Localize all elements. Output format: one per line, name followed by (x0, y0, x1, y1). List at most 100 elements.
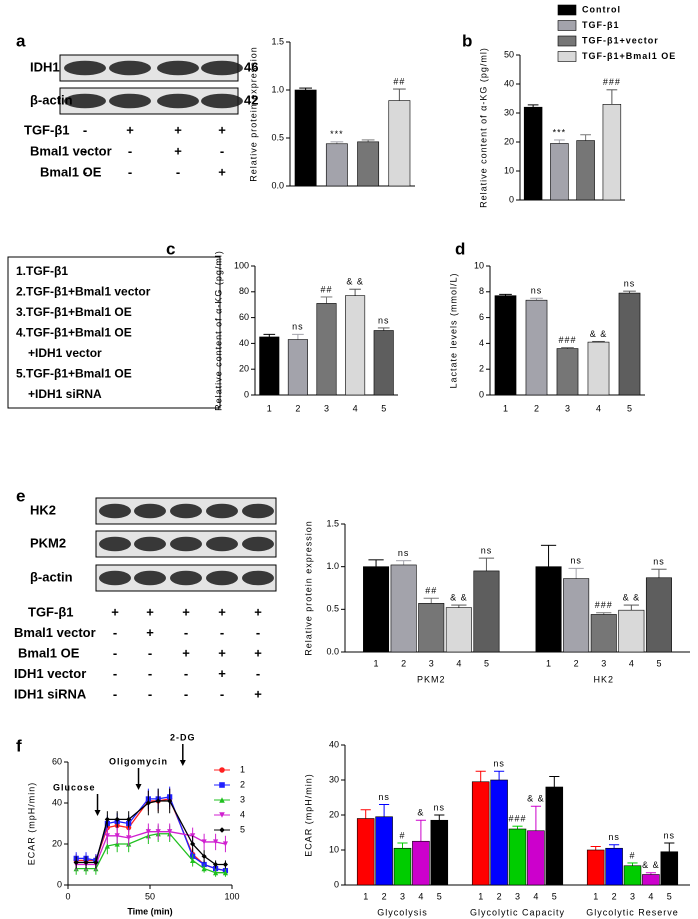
bar (287, 339, 308, 396)
treatment-sign: - (83, 122, 87, 137)
blot-row-label: β-actin (30, 92, 73, 107)
significance: # (629, 850, 635, 860)
legend-label: 4 (240, 809, 245, 819)
marker (73, 859, 79, 866)
panel-label: a (16, 31, 26, 50)
y-tick-label: 0.0 (326, 646, 339, 656)
bar (294, 89, 317, 187)
x-tick-label: 5 (627, 403, 632, 413)
treatment-sign: + (218, 666, 226, 681)
y-tick-label: 10 (474, 260, 484, 270)
annotation-arrowhead (135, 784, 142, 790)
treatment-sign: + (126, 122, 134, 137)
legend-label: 1 (240, 764, 245, 774)
x-tick-label: 5 (552, 891, 557, 901)
group-label: Glycolytic Reserve (586, 907, 679, 917)
blot-band (206, 536, 238, 552)
x-tick-label: 100 (224, 891, 239, 901)
significance: ## (320, 284, 332, 294)
blot-band (109, 60, 151, 76)
treatment-sign: + (254, 686, 262, 701)
marker (145, 829, 151, 835)
marker (126, 816, 132, 822)
significance: *** (330, 129, 344, 139)
significance: ns (493, 759, 505, 769)
panel-label: b (462, 31, 472, 50)
x-tick-label: 3 (630, 891, 635, 901)
blot-band (242, 536, 274, 552)
significance: ns (653, 557, 665, 567)
significance: ns (664, 830, 676, 840)
treatment-sign: - (220, 686, 224, 701)
x-tick-label: 1 (267, 403, 272, 413)
x-tick-label: 2 (497, 891, 502, 901)
bar (602, 104, 622, 201)
treatment-sign: - (176, 164, 180, 179)
legend-marker (219, 812, 225, 818)
blot-band (157, 93, 199, 109)
x-tick-label: 1 (478, 891, 483, 901)
panel-label: f (16, 736, 22, 755)
legend-text: 1.TGF-β1 (16, 264, 68, 278)
marker (222, 861, 229, 868)
x-tick-label: 4 (456, 658, 461, 668)
treatment-sign: - (148, 666, 152, 681)
x-tick-label: 1 (374, 658, 379, 668)
bar (618, 609, 645, 653)
marker (201, 839, 207, 845)
y-tick-label: 10 (504, 165, 514, 175)
blot-band (201, 60, 243, 76)
treatment-sign: + (111, 604, 119, 619)
legend-swatch (557, 4, 577, 16)
legend-text: +IDH1 siRNA (28, 387, 102, 401)
marker (213, 870, 219, 876)
y-tick-label: 60 (52, 756, 62, 766)
marker (93, 859, 99, 866)
blot-band (242, 503, 274, 519)
legend-label: TGF-β1+vector (582, 35, 659, 45)
bar (527, 830, 545, 886)
y-tick-label: 1.0 (326, 561, 339, 571)
treatment-sign: - (113, 666, 117, 681)
x-tick-label: 2 (401, 658, 406, 668)
legend-swatch (557, 35, 577, 47)
bar (445, 607, 472, 653)
y-tick-label: 0 (57, 879, 62, 889)
bar (356, 818, 375, 886)
significance: ns (570, 556, 582, 566)
legend-marker (219, 827, 225, 833)
significance: & & (642, 860, 660, 870)
x-tick-label: 5 (381, 403, 386, 413)
blot-band (242, 570, 274, 586)
bar (390, 564, 417, 653)
marker (213, 861, 219, 868)
annotation: Glucose (53, 782, 96, 792)
legend-swatch (557, 20, 577, 31)
bar (576, 140, 595, 201)
panel-label: d (455, 239, 465, 258)
treatment-sign: - (184, 625, 188, 640)
significance: ns (378, 315, 390, 325)
marker (213, 839, 219, 845)
y-tick-label: 30 (329, 774, 339, 784)
treatment-sign: - (128, 143, 132, 158)
bar (325, 143, 348, 187)
blot-band (201, 93, 243, 109)
treatment-label: TGF-β1 (24, 122, 70, 137)
y-axis-label: Relative protein expression (303, 520, 313, 656)
blot-row-label: IDH1 (30, 59, 60, 74)
y-axis-label: Relative content of α-KG (pg/ml) (478, 47, 488, 208)
legend-label: 5 (240, 824, 245, 834)
panel-label: c (166, 239, 175, 258)
x-tick-label: 1 (593, 891, 598, 901)
legend-text: 5.TGF-β1+Bmal1 OE (16, 367, 132, 381)
y-tick-label: 20 (329, 809, 339, 819)
bar (556, 348, 579, 396)
x-tick-label: 3 (324, 403, 329, 413)
annotation: Oligomycin (109, 756, 168, 766)
y-axis-label: Relative content of α-KG (pg/ml) (213, 250, 223, 411)
significance: ns (434, 802, 446, 812)
y-axis-label: Relative protein expression (248, 46, 258, 182)
y-tick-label: 20 (239, 364, 249, 374)
group-label: Glycolytic Capacity (470, 907, 565, 917)
